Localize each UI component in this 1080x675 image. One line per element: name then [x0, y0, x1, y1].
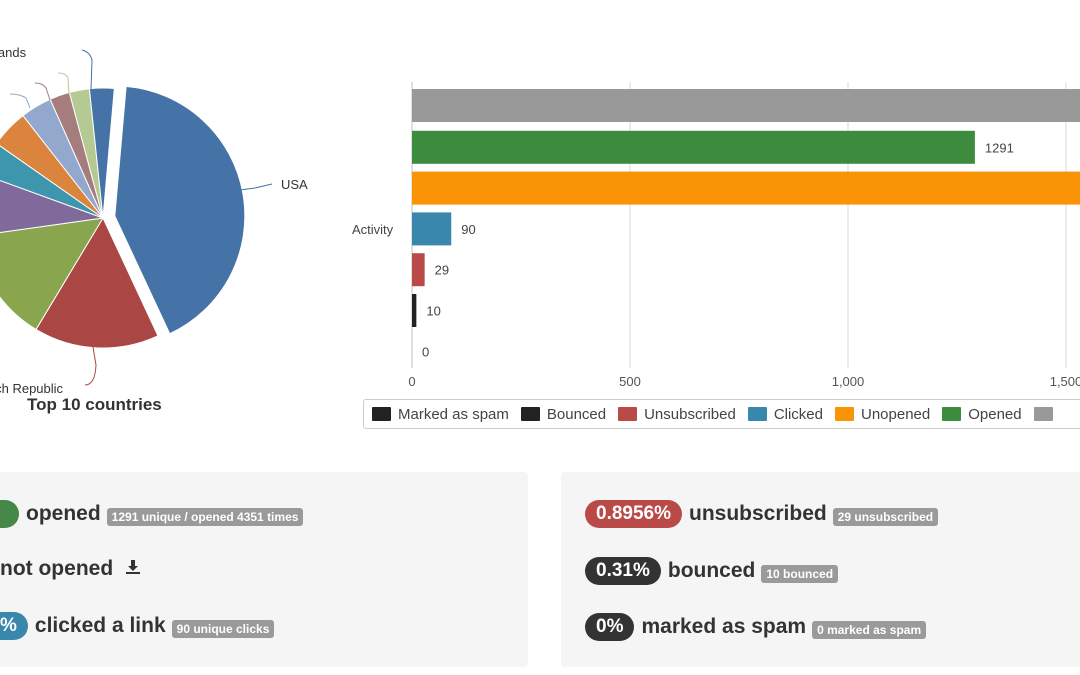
bar-data-label: 0	[422, 344, 429, 359]
legend-label: Marked as spam	[398, 405, 509, 423]
unsubscribed-label: unsubscribed	[689, 502, 827, 525]
y-category-label: Activity	[352, 222, 394, 237]
legend-item-unopened[interactable]: Unopened	[835, 406, 930, 423]
bar-clicked[interactable]	[412, 212, 452, 246]
legend-label: Unsubscribed	[644, 405, 736, 423]
pie-label-czech-republic: Czech Republic	[0, 381, 64, 396]
pie-slice-4[interactable]	[0, 174, 104, 237]
pie-label-connector	[239, 183, 273, 191]
legend-item-other[interactable]	[1033, 407, 1060, 421]
pie-label-connector	[9, 93, 31, 109]
unsubscribed-count-chip: 29 unsubscribed	[832, 508, 939, 526]
legend-item-opened[interactable]: Opened	[942, 405, 1022, 423]
opened-rate-badge	[0, 500, 19, 528]
pie-label-connector	[81, 49, 93, 91]
pie-label-connector	[57, 72, 70, 95]
x-tick-label: 1,000	[832, 374, 865, 389]
pie-slice-usa[interactable]	[114, 85, 246, 335]
opened-count-chip: 1291 unique / opened 4351 times	[106, 508, 304, 526]
spam-label: marked as spam	[641, 615, 807, 638]
legend-item-clicked[interactable]: Clicked	[747, 405, 823, 423]
legend-swatch	[372, 407, 391, 421]
bar-chart-svg: 05001,0001,5002,0002,5003,0Activity12911…	[352, 82, 1080, 389]
pie-label-connector	[34, 82, 51, 101]
legend-item-bounced[interactable]: Bounced	[520, 405, 607, 423]
x-tick-label: 500	[619, 374, 641, 389]
legend-swatch	[942, 407, 962, 421]
bar-data-label: 10	[426, 304, 440, 319]
pie-chart-top-countries: USA Netherlands Czech Republic Top 10 coun…	[0, 0, 330, 430]
clicked-row: % clicked a link 90 unique clicks	[0, 612, 275, 640]
bounced-row: 0.31% bounced 10 bounced	[585, 557, 839, 585]
download-icon[interactable]	[125, 559, 141, 580]
spam-row: 0% marked as spam 0 marked as spam	[585, 613, 927, 641]
spam-rate-badge: 0%	[585, 613, 635, 641]
bounced-rate-badge: 0.31%	[585, 557, 661, 585]
pie-label-connector	[84, 346, 97, 386]
activity-bar-chart: 05001,0001,5002,0002,5003,0Activity12911…	[340, 60, 1080, 440]
unsubscribed-row: 0.8956% unsubscribed 29 unsubscribed	[585, 500, 939, 528]
legend-swatch	[747, 407, 767, 421]
legend-swatch	[520, 407, 540, 421]
pie-label-usa: USA	[281, 177, 308, 192]
pie-slice-czech-republic[interactable]	[35, 216, 159, 349]
bar-data-label: 1291	[985, 140, 1014, 155]
bar-bounced[interactable]	[412, 294, 417, 327]
legend-swatch	[1033, 407, 1053, 421]
opened-row: opened 1291 unique / opened 4351 times	[0, 500, 304, 528]
pie-slice-5[interactable]	[0, 143, 104, 219]
bar-unsubscribed[interactable]	[412, 253, 425, 287]
clicked-label: clicked a link	[34, 614, 166, 637]
legend-item-marked-as-spam[interactable]: Marked as spam	[372, 406, 509, 423]
pie-slice-3[interactable]	[0, 217, 104, 331]
legend-item-unsubscribed[interactable]: Unsubscribed	[618, 406, 736, 423]
engagement-stats-panel: opened 1291 unique / opened 4351 times n…	[0, 472, 528, 667]
bar-sent[interactable]	[412, 89, 1080, 122]
not-opened-label: not opened	[0, 557, 114, 580]
bar-unopened[interactable]	[412, 171, 1080, 205]
clicked-rate-badge: %	[0, 612, 28, 640]
clicked-count-chip: 90 unique clicks	[171, 620, 275, 638]
x-tick-label: 1,500	[1050, 374, 1080, 389]
pie-chart-title: Top 10 countries	[27, 395, 162, 414]
chart-legend: Marked as spam Bounced Unsubscribed Clicked…	[363, 399, 1080, 429]
bounced-label: bounced	[667, 559, 756, 582]
x-tick-label: 0	[408, 374, 415, 389]
pie-slice-netherlands[interactable]	[88, 87, 115, 219]
unsubscribed-rate-badge: 0.8956%	[585, 500, 683, 528]
legend-label: Opened	[968, 405, 1022, 423]
pie-chart-svg: USA Netherlands Czech Republic	[0, 45, 308, 396]
legend-label: Unopened	[861, 405, 931, 423]
bar-data-label: 29	[435, 263, 449, 278]
spam-count-chip: 0 marked as spam	[812, 621, 927, 639]
bounced-count-chip: 10 bounced	[761, 565, 839, 583]
bar-opened[interactable]	[412, 130, 975, 164]
legend-swatch	[835, 407, 854, 421]
delivery-stats-panel: 0.8956% unsubscribed 29 unsubscribed 0.3…	[561, 472, 1080, 667]
pie-label-netherlands: Netherlands	[0, 45, 27, 60]
bar-data-label: 90	[461, 222, 475, 237]
legend-swatch	[618, 407, 638, 421]
opened-label: opened	[26, 502, 101, 525]
not-opened-row: not opened	[0, 557, 141, 581]
legend-label: Clicked	[773, 405, 823, 423]
legend-label: Bounced	[546, 405, 607, 423]
